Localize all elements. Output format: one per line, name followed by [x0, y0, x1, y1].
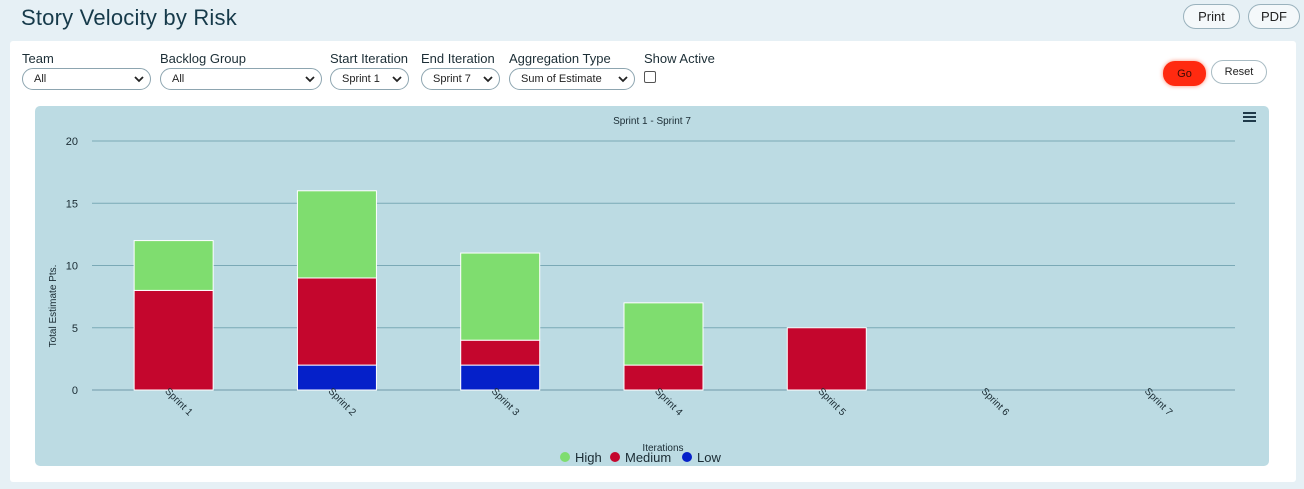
backlog-group-filter: Backlog Group All [160, 51, 322, 90]
y-tick-label: 10 [66, 261, 78, 273]
bar-segment-low[interactable] [296, 364, 377, 391]
chart-title: Sprint 1 - Sprint 7 [613, 116, 691, 127]
x-tick-label: Sprint 7 [1142, 386, 1174, 418]
team-filter: Team All [22, 51, 151, 90]
x-tick-label: Sprint 2 [326, 386, 358, 418]
stacked-bar-chart: Sprint 1 - Sprint 7 0 5 10 15 20 Sprint 1 Spri… [48, 110, 1257, 465]
bar-segment-medium[interactable] [133, 289, 214, 391]
reset-button[interactable]: Reset [1211, 60, 1267, 84]
bar-segment-medium[interactable] [623, 364, 704, 391]
page-header: Story Velocity by Risk Print PDF [0, 0, 1304, 40]
bar-segment-medium[interactable] [296, 277, 377, 366]
aggregation-type-label: Aggregation Type [509, 51, 611, 66]
bar-segment-medium[interactable] [786, 327, 867, 391]
bar-segment-high[interactable] [460, 252, 541, 341]
y-tick-label: 20 [66, 136, 78, 148]
end-iteration-filter: End Iteration Sprint 7 [421, 51, 500, 90]
hamburger-menu-icon[interactable] [1241, 110, 1257, 124]
backlog-group-label: Backlog Group [160, 51, 246, 66]
bar-segment-high[interactable] [133, 240, 214, 291]
legend-marker [610, 452, 620, 462]
start-iteration-select-value: Sprint 1 [342, 73, 380, 85]
end-iteration-select[interactable]: Sprint 7 [421, 68, 500, 90]
x-tick-label: Sprint 3 [489, 386, 521, 418]
pdf-button[interactable]: PDF [1248, 4, 1300, 29]
go-button[interactable]: Go [1163, 61, 1206, 86]
y-tick-label: 0 [72, 385, 78, 397]
x-tick-label: Sprint 5 [815, 386, 847, 418]
x-tick-label: Sprint 4 [652, 386, 684, 418]
y-tick-label: 5 [72, 323, 78, 335]
start-iteration-filter: Start Iteration Sprint 1 [330, 51, 409, 90]
y-axis-label: Total Estimate Pts. [48, 265, 59, 348]
chevron-down-icon [392, 76, 402, 83]
legend-item-low[interactable]: Low [682, 450, 721, 465]
chart-legend: High Medium Low [560, 450, 721, 465]
report-panel: Team All Backlog Group All Start Iterati… [10, 41, 1296, 482]
show-active-checkbox[interactable] [644, 71, 656, 83]
aggregation-type-select[interactable]: Sum of Estimate [509, 68, 635, 90]
chevron-down-icon [305, 76, 315, 83]
legend-marker [682, 452, 692, 462]
team-select[interactable]: All [22, 68, 151, 90]
legend-item-high[interactable]: High [560, 450, 602, 465]
legend-label: Low [697, 450, 721, 465]
chevron-down-icon [618, 76, 628, 83]
show-active-filter: Show Active [644, 51, 715, 83]
bar-segment-high[interactable] [296, 190, 377, 279]
show-active-label: Show Active [644, 51, 715, 66]
bar-segment-low[interactable] [460, 364, 541, 391]
x-axis-label: Iterations [642, 443, 683, 454]
start-iteration-label: Start Iteration [330, 51, 409, 66]
backlog-group-select-value: All [172, 73, 185, 85]
legend-marker [560, 452, 570, 462]
legend-item-medium[interactable]: Medium [610, 450, 671, 465]
chart-card: Sprint 1 - Sprint 7 0 5 10 15 20 Sprint 1 Spri… [35, 106, 1269, 466]
backlog-group-select[interactable]: All [160, 68, 322, 90]
print-button[interactable]: Print [1183, 4, 1240, 29]
aggregation-type-filter: Aggregation Type Sum of Estimate [509, 51, 635, 90]
end-iteration-select-value: Sprint 7 [433, 73, 471, 85]
legend-label: Medium [625, 450, 671, 465]
bar-segment-high[interactable] [623, 302, 704, 366]
team-select-value: All [34, 73, 47, 85]
aggregation-type-select-value: Sum of Estimate [521, 73, 602, 85]
x-tick-label: Sprint 1 [162, 386, 194, 418]
bar-segment-medium[interactable] [460, 339, 541, 366]
y-tick-label: 15 [66, 198, 78, 210]
chevron-down-icon [483, 76, 493, 83]
legend-label: High [575, 450, 602, 465]
end-iteration-label: End Iteration [421, 51, 495, 66]
x-tick-label: Sprint 6 [979, 386, 1011, 418]
start-iteration-select[interactable]: Sprint 1 [330, 68, 409, 90]
team-label: Team [22, 51, 54, 66]
page-title: Story Velocity by Risk [21, 5, 237, 30]
chevron-down-icon [134, 76, 144, 83]
